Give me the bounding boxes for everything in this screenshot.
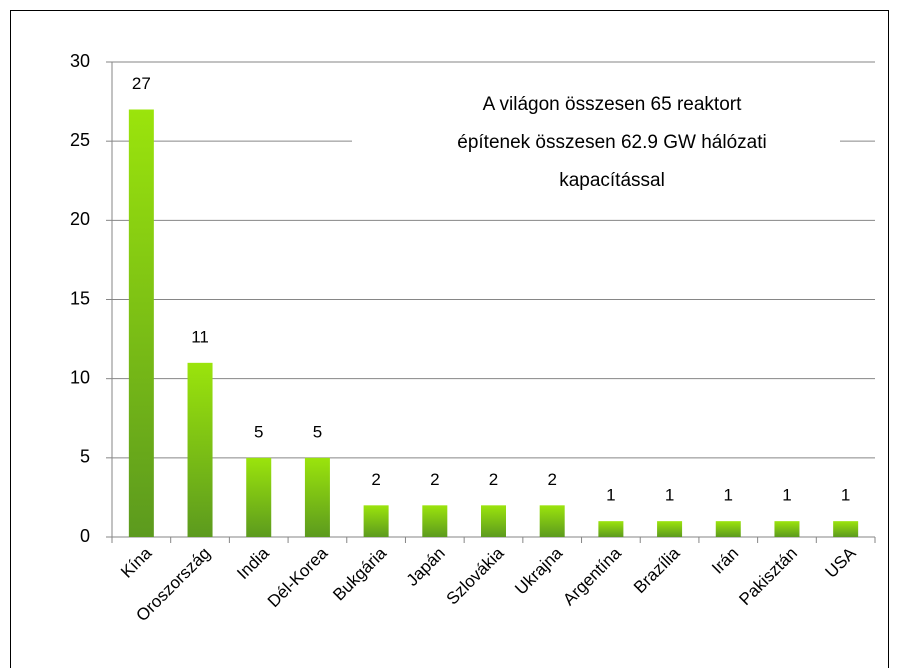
data-label: 2 [547, 470, 556, 489]
bar [187, 362, 213, 537]
data-label: 27 [132, 74, 151, 93]
bar [715, 521, 741, 537]
data-label: 2 [489, 470, 498, 489]
y-tick-label: 10 [70, 367, 90, 387]
data-label: 1 [665, 486, 674, 505]
y-tick-label: 20 [70, 209, 90, 229]
annotation: építenek összesen 62.9 GW hálózati [457, 132, 766, 153]
data-label: 1 [782, 486, 791, 505]
bar [774, 521, 800, 537]
data-label: 2 [371, 470, 380, 489]
bar [481, 505, 506, 537]
y-tick-label: 25 [70, 130, 90, 150]
y-tick-label: 0 [80, 526, 90, 546]
y-tick-label: 30 [70, 51, 90, 71]
annotation-box [352, 82, 840, 204]
data-label: 1 [841, 486, 850, 505]
annotation: kapacítással [559, 170, 665, 191]
bar [539, 505, 565, 537]
y-tick-label: 5 [80, 447, 90, 467]
data-label: 1 [724, 486, 733, 505]
bar [833, 521, 859, 537]
data-label: 2 [430, 470, 439, 489]
data-label: 5 [313, 422, 322, 441]
y-tick-label: 15 [70, 288, 90, 308]
data-label: 1 [606, 486, 615, 505]
bar [246, 457, 272, 537]
bar [304, 457, 330, 537]
bar [128, 109, 154, 537]
data-label: 5 [254, 422, 263, 441]
bar [598, 521, 624, 537]
bar [422, 505, 448, 537]
bar [363, 505, 389, 537]
annotation: A világon összesen 65 reaktort [483, 94, 742, 115]
data-label: 11 [191, 327, 209, 346]
bar [657, 521, 683, 537]
